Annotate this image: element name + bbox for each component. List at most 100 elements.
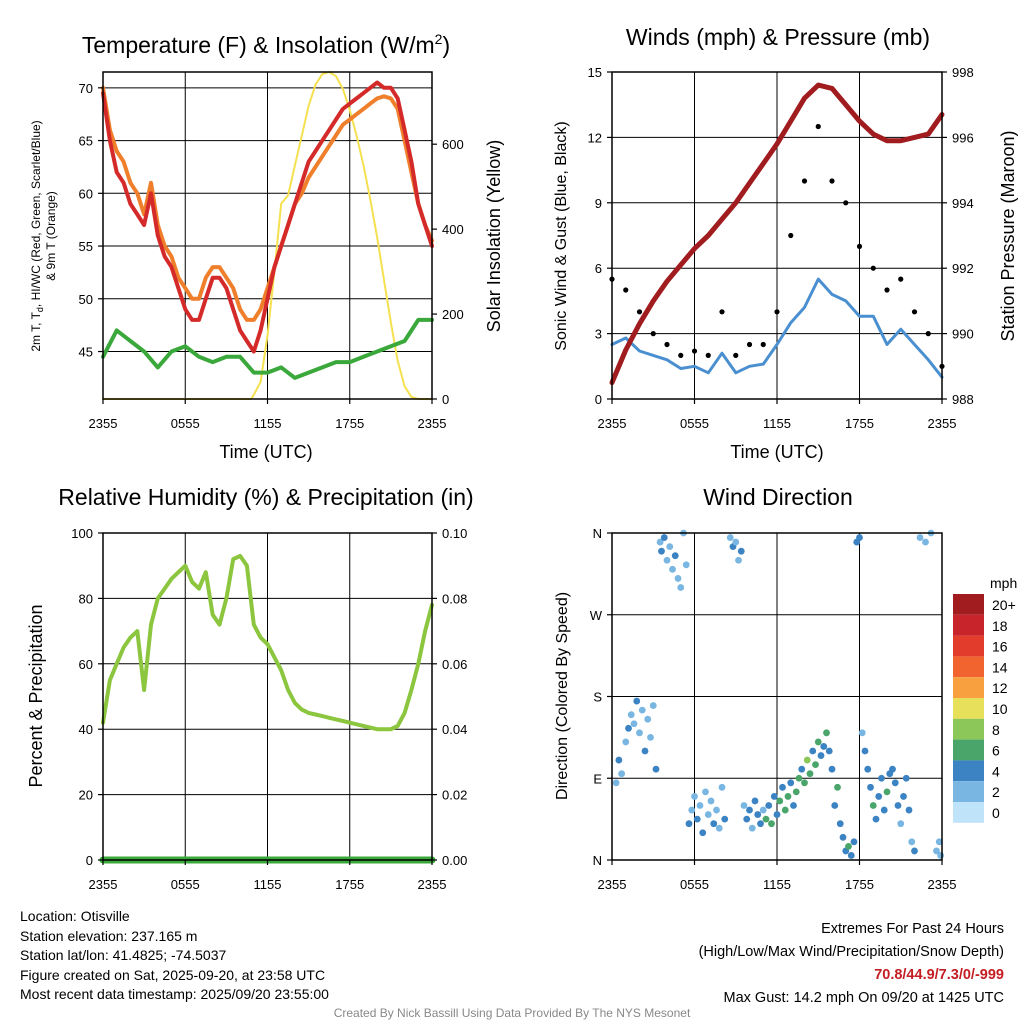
legend-label: 6 <box>992 743 1000 759</box>
tick-label: 70 <box>79 81 93 96</box>
wind-left-ticks: 0 3 6 9 12 15 <box>588 65 612 407</box>
gust-point <box>664 341 670 348</box>
direction-point <box>787 779 795 787</box>
gust-point <box>829 178 835 184</box>
figure-created: Figure created on Sat, 2025-09-20, at 23… <box>20 966 326 983</box>
direction-point <box>636 729 643 737</box>
direction-point <box>891 779 899 787</box>
direction-point <box>839 833 847 841</box>
gust-point <box>623 287 629 293</box>
direction-time-ticks: 2355 0555 1155 1755 2355 <box>598 860 956 892</box>
time-tick-label: 1155 <box>254 416 282 431</box>
direction-point <box>696 802 704 809</box>
direction-point <box>867 783 874 791</box>
legend-label: 12 <box>992 680 1008 696</box>
gust-point <box>884 287 890 293</box>
direction-ticks: N E S W N <box>590 526 612 868</box>
humidity-left-ticks: 0 20 40 60 80 100 <box>71 526 103 868</box>
legend-label: 20+ <box>992 597 1016 613</box>
tick-label: 3 <box>595 327 602 342</box>
humidity-time-ticks: 2355 0555 1155 1755 2355 <box>89 860 447 892</box>
tick-label: 0 <box>595 392 602 407</box>
insolation-right-ticks: 0 200 400 600 <box>432 137 464 407</box>
tick-label: 0.10 <box>442 526 467 541</box>
direction-point <box>845 842 852 850</box>
tick-label: 0.08 <box>442 591 467 606</box>
time-tick-label: 1155 <box>763 877 791 892</box>
direction-point <box>836 820 844 828</box>
legend-title: mph <box>990 575 1017 591</box>
direction-point <box>740 802 748 809</box>
pressure-line <box>609 82 945 386</box>
tick-label: 994 <box>952 196 974 211</box>
direction-point <box>856 534 863 541</box>
direction-point <box>911 847 918 855</box>
direction-point <box>812 761 819 769</box>
tick-label: 990 <box>952 327 974 342</box>
direction-point <box>704 811 712 818</box>
direction-title: Wind Direction <box>703 484 853 510</box>
tick-label: 600 <box>442 137 464 152</box>
tick-label: 0.02 <box>442 788 467 803</box>
tick-label: 80 <box>79 591 93 606</box>
legend-swatch <box>953 614 984 636</box>
direction-point <box>823 729 830 737</box>
gust-point <box>691 348 698 354</box>
tick-label: 55 <box>79 239 93 254</box>
time-tick-label: 0555 <box>171 877 200 892</box>
direction-point <box>644 715 652 723</box>
extremes-info: Extremes For Past 24 Hours (High/Low/Max… <box>699 918 1004 1010</box>
humidity-line <box>101 553 434 732</box>
direction-point <box>889 765 896 773</box>
direction-point <box>897 820 905 828</box>
gust-point <box>678 352 684 358</box>
gust-point <box>705 352 711 358</box>
wind-title: Winds (mph) & Pressure (mb) <box>626 24 930 50</box>
direction-point <box>803 756 811 764</box>
direction-point <box>618 770 626 778</box>
time-tick-label: 0555 <box>171 416 200 431</box>
time-tick-label: 0555 <box>680 877 709 892</box>
gust-point <box>801 178 808 184</box>
direction-point <box>905 806 913 814</box>
direction-point <box>770 793 778 800</box>
legend-swatch <box>953 802 984 823</box>
direction-point <box>715 824 723 832</box>
direction-point <box>622 738 630 746</box>
direction-point <box>685 820 693 828</box>
direction-point <box>828 765 836 773</box>
direction-point <box>612 779 620 787</box>
direction-point <box>737 547 745 555</box>
direction-point <box>935 838 943 846</box>
direction-point <box>883 788 891 796</box>
direction-point <box>765 802 773 809</box>
direction-point <box>781 806 789 814</box>
gust-point <box>788 232 794 239</box>
pressure-ylabel: Station Pressure (Maroon) <box>998 130 1018 341</box>
gust-point <box>911 309 918 315</box>
tick-label: 50 <box>79 292 93 307</box>
time-tick-label: 2355 <box>418 877 447 892</box>
direction-point <box>798 765 806 773</box>
direction-point <box>902 774 910 782</box>
tick-label: 60 <box>79 657 93 672</box>
direction-point <box>674 575 682 582</box>
gust-point <box>843 200 849 206</box>
direction-point <box>792 788 800 796</box>
wind-ylabel: Sonic Wind & Gust (Blue, Black) <box>553 121 570 350</box>
precip-right-ticks: 0.00 0.02 0.04 0.06 0.08 0.10 <box>432 526 467 868</box>
direction-point <box>649 702 657 709</box>
wind-xlabel: Time (UTC) <box>730 442 823 462</box>
tick-label: N <box>593 526 602 541</box>
tick-label: 988 <box>952 392 974 407</box>
credit-line: Created By Nick Bassill Using Data Provi… <box>333 1006 691 1020</box>
legend-label: 2 <box>992 784 1000 800</box>
legend-swatch <box>953 739 984 761</box>
direction-point <box>702 788 709 796</box>
gust-point <box>650 331 656 337</box>
direction-point <box>820 743 828 750</box>
direction-point <box>937 852 945 859</box>
direction-point <box>666 543 674 551</box>
station-latlon: Station lat/lon: 41.4825; -74.5037 <box>20 947 227 963</box>
